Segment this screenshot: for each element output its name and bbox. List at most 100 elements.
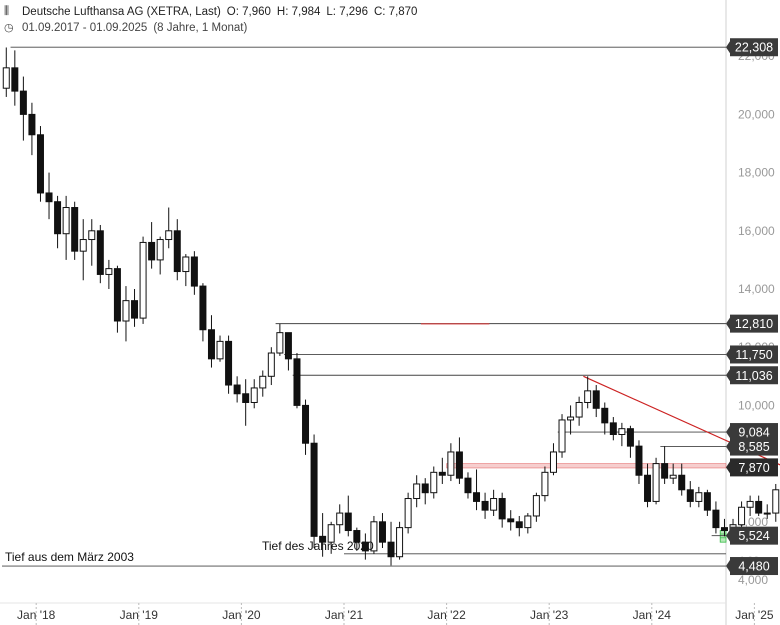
- candle-body: [532, 495, 540, 517]
- price-tag-label: 7,870: [738, 461, 769, 475]
- candle-body: [481, 500, 489, 511]
- candle-body: [88, 230, 96, 241]
- date-range: 01.09.2017 - 01.09.2025: [22, 21, 148, 34]
- candle: [678, 463, 686, 496]
- candle: [524, 513, 532, 534]
- candle-body: [746, 500, 754, 508]
- price-tag-label: 22,308: [735, 41, 773, 55]
- price-tag-label: 9,084: [738, 426, 769, 440]
- candle-body: [772, 489, 780, 514]
- candle-body: [618, 428, 626, 435]
- candle: [370, 515, 378, 554]
- price-tag: [730, 557, 778, 576]
- candle: [626, 425, 634, 458]
- candle: [575, 396, 583, 426]
- candle-body: [438, 471, 446, 476]
- candle-body: [396, 527, 404, 558]
- candle: [156, 236, 164, 275]
- price-tag-label: 5,524: [738, 529, 769, 543]
- candle: [293, 353, 301, 409]
- candle-body: [361, 541, 369, 552]
- candle: [250, 379, 258, 409]
- chart-title: Deutsche Lufthansa AG (XETRA, Last): [22, 5, 221, 18]
- resistance-zone: [446, 463, 727, 469]
- candle: [284, 332, 292, 371]
- candle-body: [473, 492, 481, 502]
- candle: [199, 283, 207, 342]
- candle-body: [284, 332, 292, 360]
- candle-body: [267, 352, 275, 377]
- candle-body: [644, 474, 652, 502]
- candle-body: [515, 521, 523, 529]
- price-tag: [730, 437, 778, 456]
- price-tag-arrow: [726, 41, 730, 54]
- candle: [79, 219, 87, 281]
- candle-body: [378, 521, 386, 543]
- candle: [507, 510, 515, 531]
- candle: [455, 437, 463, 484]
- price-tag: [730, 38, 778, 57]
- candle-body: [712, 509, 720, 529]
- x-tick-label: Jan '22: [427, 608, 466, 622]
- price-tag-arrow: [726, 426, 730, 439]
- candlestick-chart-icon: ⫼: [4, 5, 10, 17]
- candle: [336, 504, 344, 534]
- candle-body: [173, 230, 181, 273]
- x-tick-label: Jan '21: [325, 608, 364, 622]
- candle-body: [567, 416, 575, 421]
- candle: [686, 481, 694, 508]
- candle-body: [592, 390, 600, 409]
- candle: [173, 219, 181, 281]
- candle-body: [105, 268, 113, 275]
- candle: [327, 521, 335, 554]
- candle: [344, 495, 352, 537]
- candle: [746, 495, 754, 516]
- candle-body: [720, 527, 728, 532]
- candle: [584, 376, 592, 409]
- candle-body: [310, 442, 318, 537]
- candle: [498, 492, 506, 528]
- y-tick-label: 20,000: [738, 107, 775, 121]
- candle: [712, 501, 720, 534]
- candle-body: [250, 387, 258, 403]
- candle-body: [584, 390, 592, 403]
- candle: [421, 478, 429, 505]
- candle: [71, 201, 79, 260]
- candle: [54, 195, 62, 249]
- y-tick-label: 10,000: [738, 398, 775, 412]
- candle-body: [455, 451, 463, 479]
- price-tag: [730, 526, 778, 545]
- candle: [165, 207, 173, 249]
- candle-body: [661, 463, 669, 479]
- price-tag-arrow: [726, 461, 730, 474]
- candle: [139, 236, 147, 324]
- candle: [353, 527, 361, 551]
- candle: [182, 254, 190, 287]
- clock-icon: ◷: [4, 22, 14, 34]
- candle-body: [541, 471, 549, 497]
- candle: [216, 335, 224, 362]
- candle: [207, 315, 215, 368]
- chart-header: ⫼ Deutsche Lufthansa AG (XETRA, Last) O:…: [4, 5, 423, 18]
- candle: [45, 172, 53, 220]
- candle: [36, 126, 44, 202]
- x-tick-label: Jan '20: [222, 608, 261, 622]
- annotation-low-2020: Tief des Jahres 2020: [262, 539, 374, 553]
- candle-body: [370, 521, 378, 552]
- candle: [430, 466, 438, 499]
- candle-body: [464, 477, 472, 494]
- candle: [695, 486, 703, 508]
- candle: [549, 443, 557, 476]
- candle-body: [387, 541, 395, 558]
- candle-body: [2, 67, 10, 89]
- candle: [473, 469, 481, 511]
- candle-body: [626, 428, 634, 447]
- candle-body: [669, 474, 677, 479]
- candle-body: [575, 401, 583, 418]
- candle-body: [54, 201, 62, 235]
- candle-body: [207, 329, 215, 360]
- price-tag-arrow: [726, 440, 730, 453]
- candle-body: [678, 474, 686, 491]
- candle-body: [276, 332, 284, 354]
